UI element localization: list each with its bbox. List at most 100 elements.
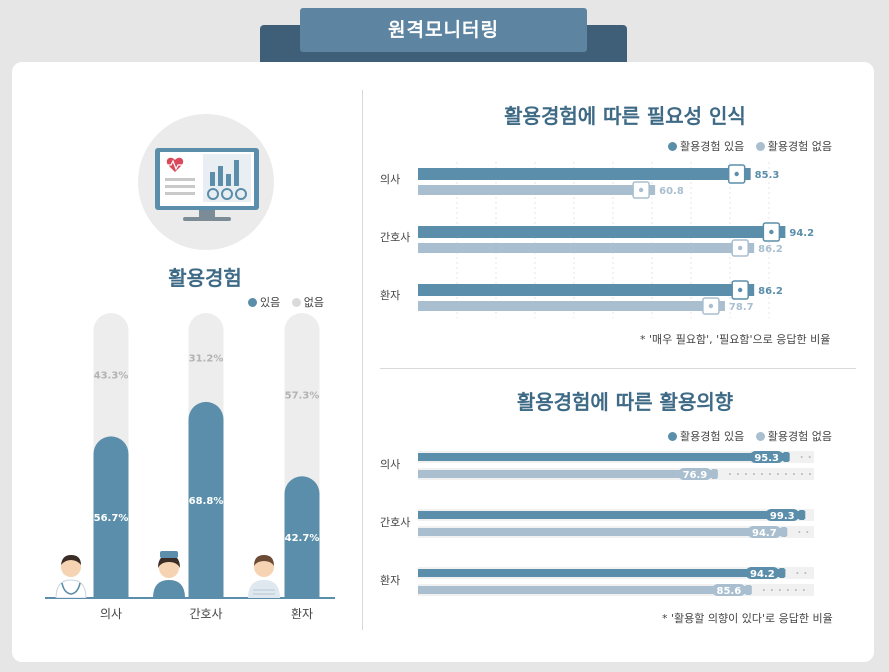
need-legend-label-no: 활용경험 없음 <box>767 140 832 153</box>
track-dot <box>786 589 789 591</box>
bar-0-0 <box>418 453 790 461</box>
bar-1-1 <box>418 528 788 536</box>
bar-value-0-0: 85.3 <box>755 170 780 181</box>
track-dot <box>736 473 739 475</box>
need-legend-item-yes: 활용경험 있음 <box>668 140 744 153</box>
page-title: 원격모니터링 <box>300 8 587 52</box>
row-label-2: 환자 <box>380 574 400 587</box>
intent-legend-label-no: 활용경험 없음 <box>767 430 832 443</box>
track-dot <box>806 531 809 533</box>
bar-cap-2-0 <box>779 568 785 578</box>
bar-yes-label-1: 68.8% <box>189 496 224 507</box>
intent-chart: 의사 95.3 76.9 간호사 99.3 94.7 환자 94.2 85.6 <box>380 451 814 597</box>
intent-chart-note: * '활용할 의향이 있다'로 응답한 비율 <box>662 612 833 625</box>
bar-value-0-1: 76.9 <box>683 470 708 481</box>
bar-value-1-0: 94.2 <box>789 228 814 239</box>
intent-legend-swatch-no <box>755 432 765 441</box>
row-label-1: 간호사 <box>380 516 410 529</box>
bar-cap-0-1 <box>711 469 717 479</box>
bar-grip-dot-0-1 <box>638 187 644 193</box>
patient-avatar-icon <box>248 555 280 598</box>
intent-legend: 활용경험 있음 활용경험 없음 <box>660 428 832 444</box>
track-dot <box>768 473 771 475</box>
bar-1-0 <box>418 226 786 238</box>
need-legend-label-yes: 활용경험 있음 <box>680 140 745 153</box>
bar-value-1-0: 99.3 <box>770 511 795 522</box>
bar-yes-0 <box>93 436 129 598</box>
bar-value-2-1: 78.7 <box>729 302 754 313</box>
legend-label-yes: 있음 <box>260 296 281 309</box>
category-label-1: 간호사 <box>189 607 222 621</box>
need-chart-note: * '매우 필요함', '필요함'으로 응답한 비율 <box>640 333 831 346</box>
row-label-1: 간호사 <box>380 231 410 244</box>
left-legend: 있음 없음 <box>240 294 324 310</box>
doctor-avatar-icon <box>55 555 87 598</box>
track-dot <box>800 456 803 458</box>
track-dot <box>808 473 811 475</box>
track-dot <box>792 473 795 475</box>
bar-value-2-0: 94.2 <box>750 569 775 580</box>
bar-yes-1 <box>188 401 224 598</box>
bar-1-1 <box>418 243 755 253</box>
track-dot <box>796 572 799 574</box>
bar-pill-1-0 <box>765 509 800 521</box>
horizontal-divider <box>380 368 856 369</box>
bar-no-label-1: 31.2% <box>189 353 224 364</box>
bar-yes-2 <box>284 476 320 598</box>
bar-0-1 <box>418 470 718 478</box>
track-dot <box>794 589 797 591</box>
row-label-0: 의사 <box>380 173 400 186</box>
bar-value-1-1: 94.7 <box>752 528 777 539</box>
bar-cap-2-1 <box>745 585 751 595</box>
bar-cap-1-0 <box>799 510 805 520</box>
track-dot <box>776 473 779 475</box>
intent-legend-label-yes: 활용경험 있음 <box>680 430 745 443</box>
need-legend-item-no: 활용경험 없음 <box>755 140 832 153</box>
nurse-avatar-icon <box>153 551 185 598</box>
intent-legend-swatch-yes <box>668 432 677 441</box>
track-dot <box>762 589 765 591</box>
left-chart: 56.7% 43.3% 의사 68.8% 31.2% 간호사 42.7% 57.3% 환자 <box>45 313 335 621</box>
track-dot <box>760 473 763 475</box>
track-dot <box>802 589 805 591</box>
bar-2-0 <box>418 284 755 296</box>
track-dot <box>770 589 773 591</box>
category-label-2: 환자 <box>291 607 313 621</box>
bar-pill-0-1 <box>677 468 712 480</box>
legend-item-no: 없음 <box>291 296 324 309</box>
bar-cap-1-1 <box>781 527 787 537</box>
bar-pill-1-1 <box>747 526 782 538</box>
bar-value-1-1: 86.2 <box>758 244 783 255</box>
track-dot <box>808 456 811 458</box>
intent-legend-item-yes: 활용경험 있음 <box>668 430 744 443</box>
need-legend: 활용경험 있음 활용경험 없음 <box>660 138 832 154</box>
bar-value-2-1: 85.6 <box>716 586 741 597</box>
intent-chart-title: 활용경험에 따른 활용의향 <box>516 390 734 414</box>
bar-0-1 <box>418 185 656 195</box>
legend-label-no: 없음 <box>303 296 324 309</box>
bar-grip-dot-2-1 <box>708 303 714 309</box>
bar-pill-0-0 <box>749 451 784 463</box>
bar-no-label-2: 57.3% <box>285 391 320 402</box>
legend-swatch-no <box>291 298 301 307</box>
need-legend-swatch-no <box>755 142 765 151</box>
category-label-0: 의사 <box>100 607 122 621</box>
track-dot <box>778 589 781 591</box>
vertical-divider <box>362 90 363 630</box>
bar-value-2-0: 86.2 <box>758 286 783 297</box>
bar-grip-dot-0-0 <box>734 171 739 177</box>
left-chart-title: 활용경험 <box>168 266 242 290</box>
row-label-0: 의사 <box>380 458 400 471</box>
bar-2-1 <box>418 301 725 311</box>
bar-yes-label-2: 42.7% <box>285 533 320 544</box>
track-dot <box>744 473 747 475</box>
bar-grip-dot-2-0 <box>737 287 743 293</box>
track-dot <box>728 473 731 475</box>
track-dot <box>752 473 755 475</box>
track-dot <box>798 531 801 533</box>
monitor-heart-chart-icon <box>138 114 274 250</box>
need-chart: 의사 85.3 60.8 간호사 94.2 86.2 환자 86.2 78.7 <box>380 162 814 318</box>
legend-swatch-yes <box>248 298 257 307</box>
bar-2-0 <box>418 569 786 577</box>
track-dot <box>804 572 807 574</box>
